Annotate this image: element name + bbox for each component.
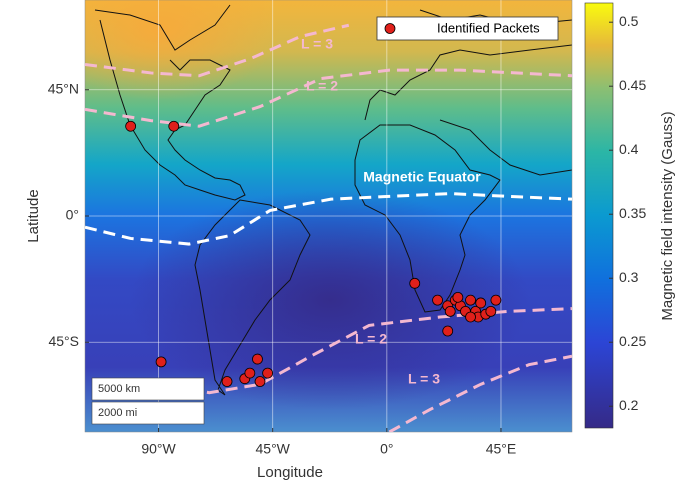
scale-label: 2000 mi [98, 407, 137, 419]
data-point [442, 325, 454, 337]
data-point [262, 367, 274, 379]
colorbar [584, 2, 614, 429]
data-point [490, 294, 502, 306]
x-tick-label: 90°W [141, 441, 176, 457]
data-point [409, 277, 421, 289]
scale-box [91, 401, 205, 425]
colorbar-tick-label: 0.2 [619, 397, 639, 413]
data-point [465, 311, 476, 323]
field-high [85, 0, 280, 100]
contour-label: L = 3 [408, 371, 440, 387]
contour-line [85, 192, 572, 246]
colorbar-tick-label: 0.45 [619, 77, 646, 93]
colorbar-tick-label: 0.3 [619, 269, 639, 285]
contour-label: L = 2 [306, 78, 338, 94]
contour-line [150, 307, 572, 395]
contour-label: L = 3 [301, 36, 333, 52]
y-tick-label: 0° [66, 207, 79, 223]
contour-lines [85, 23, 572, 432]
data-point [444, 305, 456, 317]
data-point [485, 305, 497, 317]
data-point [125, 120, 137, 132]
data-point [168, 120, 180, 132]
contour-line [85, 68, 572, 128]
contour-line [85, 23, 350, 78]
data-point [252, 353, 263, 365]
legend [376, 16, 559, 41]
y-tick-label: 45°N [48, 80, 79, 96]
contour-line [388, 354, 572, 432]
y-axis-label: Latitude [25, 189, 42, 242]
scale-box [91, 377, 205, 401]
contour-label: L = 2 [355, 331, 387, 347]
colorbar-tick-label: 0.4 [619, 141, 639, 157]
colorbar-tick-label: 0.5 [619, 13, 639, 29]
colorbar-tick-label: 0.35 [619, 205, 646, 221]
data-point [432, 294, 443, 306]
contour-label: Magnetic Equator [363, 169, 481, 185]
x-axis-label: Longitude [257, 464, 323, 481]
data-point [244, 367, 256, 379]
data-point [475, 297, 487, 309]
data-point [254, 376, 266, 387]
colorbar-label: Magnetic field intensity (Gauss) [659, 111, 676, 320]
field-low [130, 190, 530, 410]
scale-label: 5000 km [98, 383, 140, 395]
x-tick-label: 0° [380, 441, 393, 457]
data-point [155, 356, 167, 368]
data-point [452, 291, 464, 303]
colorbar-tick-label: 0.25 [619, 333, 646, 349]
y-tick-label: 45°S [48, 333, 79, 349]
legend-label: Identified Packets [437, 20, 540, 35]
data-point [465, 294, 476, 306]
scale-bar: 5000 km 2000 mi [91, 377, 205, 425]
legend-marker [384, 23, 396, 34]
x-tick-label: 45°W [256, 441, 291, 457]
data-point [221, 376, 233, 387]
x-tick-label: 45°E [486, 441, 517, 457]
